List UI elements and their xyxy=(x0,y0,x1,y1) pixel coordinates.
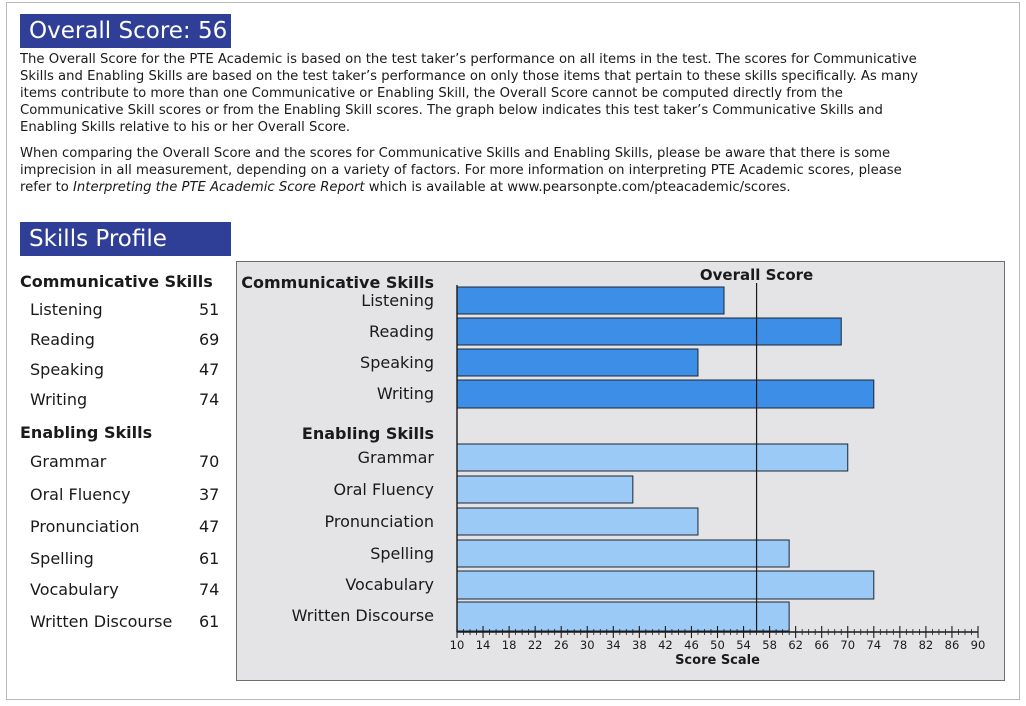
x-tick-label-30: 30 xyxy=(580,638,595,652)
x-tick-label-58: 58 xyxy=(762,638,777,652)
bar-grammar xyxy=(456,443,849,472)
intro-paragraph-2-text: When comparing the Overall Score and the… xyxy=(20,146,902,195)
x-tick-label-22: 22 xyxy=(528,638,543,652)
x-tick-label-26: 26 xyxy=(554,638,569,652)
bar-spelling xyxy=(456,539,790,568)
score-value-listening: 51 xyxy=(199,300,220,319)
bar-pronunciation xyxy=(456,507,699,536)
x-tick-label-90: 90 xyxy=(971,638,986,652)
bar-speaking xyxy=(456,348,699,377)
bar-writing xyxy=(456,379,875,409)
bar-reading xyxy=(456,317,842,346)
chart-row-label-speaking: Speaking xyxy=(360,353,434,372)
score-value-pronunciation: 47 xyxy=(199,517,220,536)
chart-row-label-reading: Reading xyxy=(369,322,434,341)
chart-row-label-oral-fluency: Oral Fluency xyxy=(333,480,434,499)
score-value-grammar: 70 xyxy=(199,452,220,471)
score-label-pronunciation: Pronunciation xyxy=(30,517,140,536)
overall-score-line-label: Overall Score xyxy=(700,266,813,284)
score-label-reading: Reading xyxy=(30,330,95,349)
x-tick-label-74: 74 xyxy=(866,638,881,652)
chart-group-heading-communicative-skills: Communicative Skills xyxy=(241,273,434,292)
score-value-speaking: 47 xyxy=(199,360,220,379)
chart-row-label-written-discourse: Written Discourse xyxy=(292,606,434,625)
chart-row-label-listening: Listening xyxy=(361,291,434,310)
x-tick-label-10: 10 xyxy=(450,638,465,652)
skills-profile-heading: Skills Profile xyxy=(20,222,231,256)
chart-row-label-vocabulary: Vocabulary xyxy=(345,575,434,594)
x-tick-label-70: 70 xyxy=(840,638,855,652)
x-tick-label-46: 46 xyxy=(684,638,699,652)
x-tick-label-62: 62 xyxy=(788,638,803,652)
bar-listening xyxy=(456,286,725,315)
intro-paragraph-1: The Overall Score for the PTE Academic i… xyxy=(20,52,919,135)
bar-written-discourse xyxy=(456,601,790,632)
score-value-spelling: 61 xyxy=(199,549,220,568)
score-value-written-discourse: 61 xyxy=(199,612,220,631)
x-tick-label-82: 82 xyxy=(919,638,934,652)
x-tick-label-86: 86 xyxy=(945,638,960,652)
score-label-speaking: Speaking xyxy=(30,360,104,379)
x-tick-label-66: 66 xyxy=(814,638,829,652)
score-label-listening: Listening xyxy=(30,300,103,319)
score-value-writing: 74 xyxy=(199,390,220,409)
bar-vocabulary xyxy=(456,570,875,600)
enabling-skills-heading: Enabling Skills xyxy=(20,423,153,442)
intro-paragraph-2-tail: which is available at www.pearsonpte.com… xyxy=(364,180,791,195)
score-value-oral-fluency: 37 xyxy=(199,485,220,504)
x-tick-label-78: 78 xyxy=(893,638,908,652)
score-label-spelling: Spelling xyxy=(30,549,94,568)
chart-row-label-grammar: Grammar xyxy=(358,448,435,467)
score-label-vocabulary: Vocabulary xyxy=(30,580,119,599)
x-tick-label-50: 50 xyxy=(710,638,725,652)
score-report-guide-title: Interpreting the PTE Academic Score Repo… xyxy=(73,180,365,195)
overall-score-heading: Overall Score: 56 xyxy=(20,14,231,48)
score-value-reading: 69 xyxy=(199,330,220,349)
report-frame xyxy=(6,2,1020,700)
bar-oral-fluency xyxy=(456,475,634,504)
chart-row-label-spelling: Spelling xyxy=(370,544,434,563)
communicative-skills-heading: Communicative Skills xyxy=(20,272,213,291)
x-tick-label-34: 34 xyxy=(606,638,621,652)
chart-group-heading-enabling-skills: Enabling Skills xyxy=(302,424,434,443)
score-label-oral-fluency: Oral Fluency xyxy=(30,485,131,504)
score-label-writing: Writing xyxy=(30,390,88,409)
x-tick-label-18: 18 xyxy=(502,638,517,652)
score-value-vocabulary: 74 xyxy=(199,580,220,599)
score-label-written-discourse: Written Discourse xyxy=(30,612,173,631)
score-label-grammar: Grammar xyxy=(30,452,107,471)
x-tick-label-38: 38 xyxy=(632,638,647,652)
x-tick-label-42: 42 xyxy=(658,638,673,652)
x-tick-label-14: 14 xyxy=(476,638,491,652)
x-tick-label-54: 54 xyxy=(736,638,751,652)
x-axis-title: Score Scale xyxy=(675,653,760,668)
intro-paragraph-2: When comparing the Overall Score and the… xyxy=(20,145,920,196)
chart-row-label-writing: Writing xyxy=(377,384,434,403)
chart-row-label-pronunciation: Pronunciation xyxy=(325,512,435,531)
